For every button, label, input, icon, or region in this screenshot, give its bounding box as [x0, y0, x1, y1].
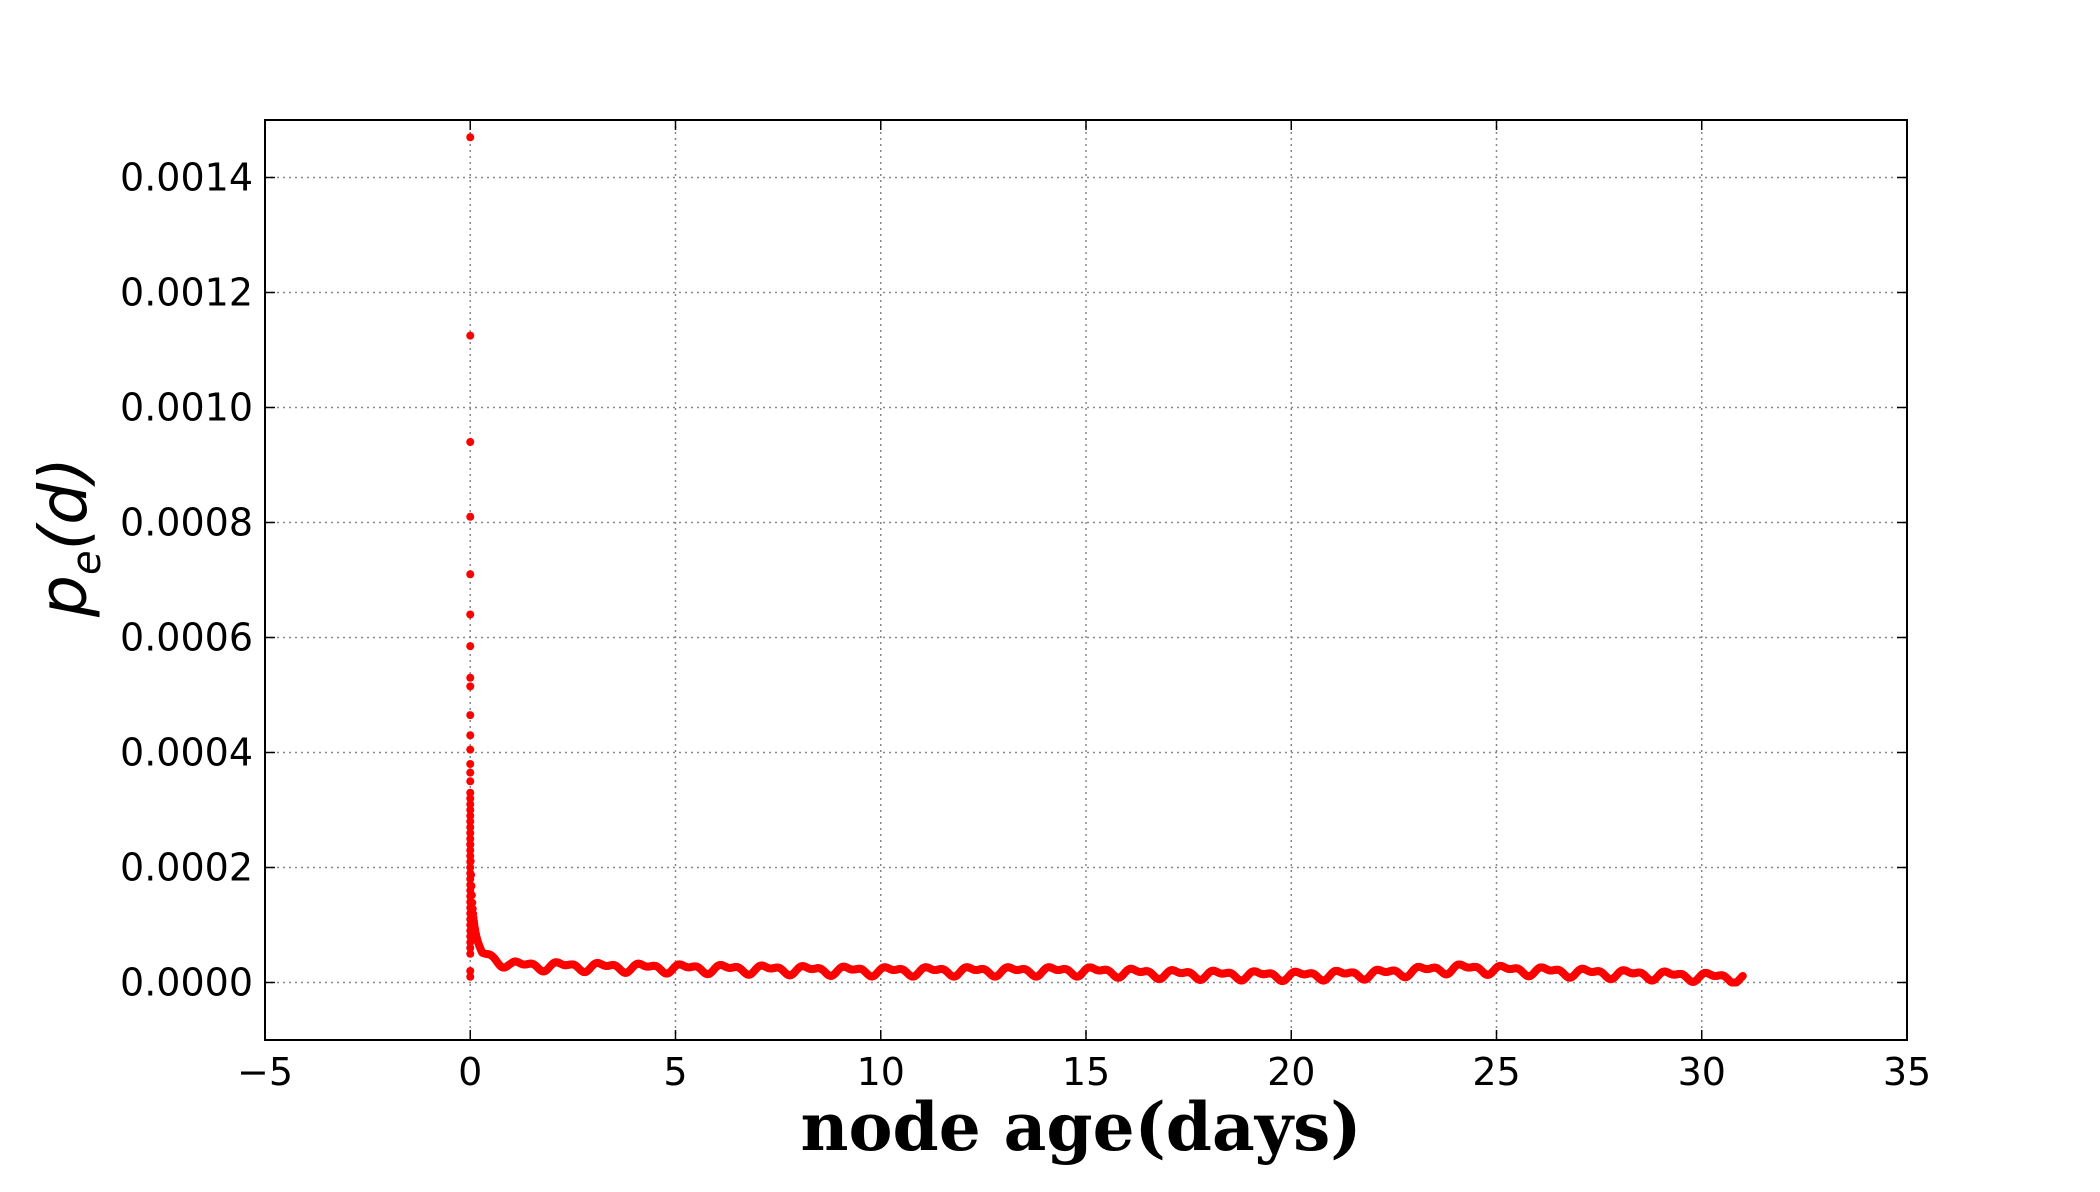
data-point: [466, 777, 475, 786]
data-point: [466, 731, 475, 740]
y-tick-label: 0.0008: [120, 501, 253, 545]
data-point: [466, 834, 475, 843]
data-point: [466, 817, 475, 826]
data-point: [466, 745, 475, 754]
y-tick-label: 0.0000: [120, 961, 253, 1005]
data-point: [466, 863, 475, 872]
data-point: [466, 512, 475, 521]
data-point: [466, 949, 475, 958]
x-tick-label: 0: [458, 1050, 482, 1094]
data-point: [466, 840, 475, 849]
y-axis-label-main: p: [25, 575, 102, 618]
data-point: [466, 682, 475, 691]
data-point: [466, 570, 475, 579]
y-axis-label-subscript: e: [64, 550, 110, 575]
y-tick-label: 0.0002: [120, 846, 253, 890]
data-point: [466, 857, 475, 866]
data-point: [466, 938, 475, 947]
grid: [265, 120, 1907, 1040]
data-point: [466, 331, 475, 340]
x-tick-label: −5: [237, 1050, 293, 1094]
data-point: [466, 800, 475, 809]
data-point: [466, 642, 475, 651]
data-point: [466, 967, 475, 975]
y-tick-label: 0.0006: [120, 616, 253, 660]
x-tick-label: 30: [1678, 1050, 1726, 1094]
x-tick-label: 15: [1062, 1050, 1110, 1094]
data-point: [466, 811, 475, 820]
y-axis-label: pe(d): [25, 457, 110, 618]
y-tick-label: 0.0014: [120, 156, 253, 200]
data-point: [1738, 971, 1747, 980]
data-point: [466, 829, 475, 837]
data-points: [466, 133, 1747, 987]
data-point: [466, 794, 475, 803]
y-axis-label-tail: (d): [25, 457, 102, 550]
data-point: [468, 898, 477, 907]
ticks: −5 0 5 10 15 20 25 30 35 0.0000 0.0002 0.0004 0.0006…: [120, 120, 1931, 1094]
x-tick-label: 25: [1472, 1050, 1520, 1094]
y-tick-label: 0.0012: [120, 271, 253, 315]
data-point: [466, 610, 475, 619]
x-tick-label: 10: [857, 1050, 905, 1094]
x-tick-label: 35: [1883, 1050, 1931, 1094]
data-point: [466, 438, 475, 446]
x-tick-label: 5: [663, 1050, 687, 1094]
data-point: [466, 768, 475, 777]
data-point: [466, 944, 475, 952]
data-point: [466, 788, 475, 797]
x-tick-label: 20: [1267, 1050, 1315, 1094]
y-tick-label: 0.0004: [120, 731, 253, 775]
data-point: [467, 870, 476, 879]
data-point: [467, 891, 476, 900]
data-point: [466, 972, 475, 981]
data-point: [466, 711, 475, 720]
data-point: [466, 673, 475, 682]
data-point: [466, 846, 475, 855]
data-point: [466, 133, 475, 142]
x-axis-label: node age(days): [801, 1088, 1362, 1166]
data-point: [466, 823, 475, 832]
data-point: [467, 882, 476, 891]
data-point: [466, 760, 475, 768]
data-point: [466, 806, 475, 814]
y-tick-label: 0.0010: [120, 386, 253, 430]
